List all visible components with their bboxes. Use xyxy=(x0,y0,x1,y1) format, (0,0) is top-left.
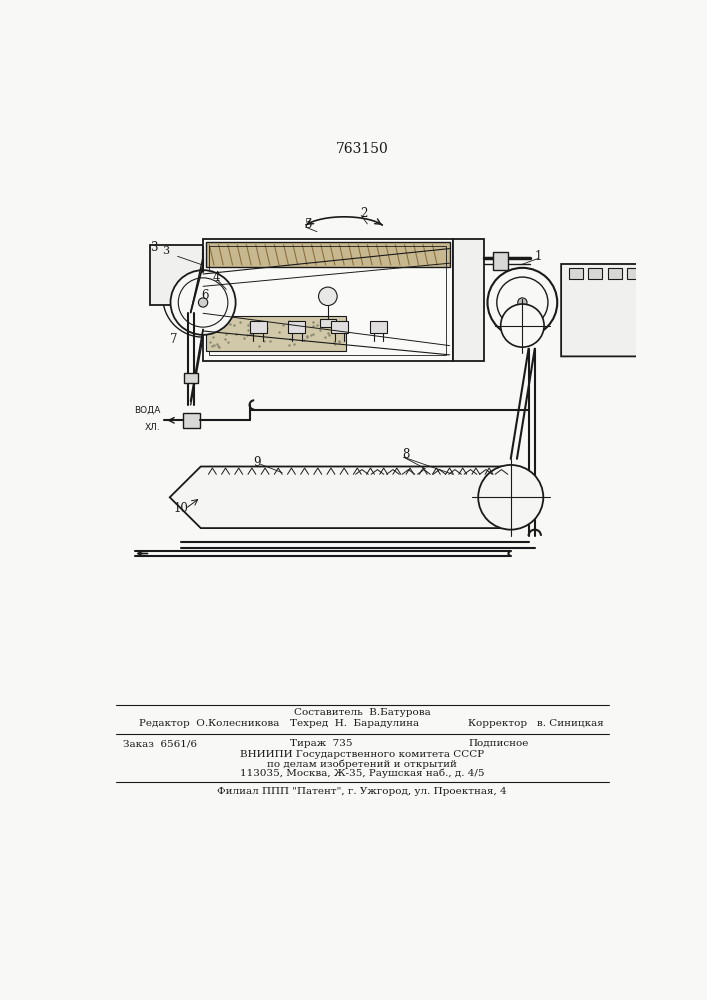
Text: Корректор   в. Синицкая: Корректор в. Синицкая xyxy=(468,719,604,728)
Bar xyxy=(151,245,203,305)
Bar xyxy=(493,252,508,270)
Bar xyxy=(588,268,602,279)
Text: Техред  Н.  Барадулина: Техред Н. Барадулина xyxy=(290,719,419,728)
Text: 763150: 763150 xyxy=(336,142,388,156)
Text: 5: 5 xyxy=(305,218,313,231)
Text: Филиал ППП "Патент", г. Ужгород, ул. Проектная, 4: Филиал ППП "Патент", г. Ужгород, ул. Про… xyxy=(217,787,507,796)
Bar xyxy=(370,321,387,333)
Text: Составитель  В.Батурова: Составитель В.Батурова xyxy=(293,708,431,717)
Bar xyxy=(452,239,484,361)
Text: 10: 10 xyxy=(174,502,189,515)
Bar xyxy=(569,268,583,279)
Circle shape xyxy=(170,270,235,335)
Text: 113035, Москва, Ж-35, Раушская наб., д. 4/5: 113035, Москва, Ж-35, Раушская наб., д. … xyxy=(240,768,484,778)
Bar xyxy=(250,321,267,333)
Text: 8: 8 xyxy=(402,448,410,461)
Polygon shape xyxy=(170,466,507,528)
Text: 7: 7 xyxy=(170,333,177,346)
Bar xyxy=(206,316,346,351)
Bar xyxy=(183,413,200,428)
Circle shape xyxy=(488,268,557,337)
Bar xyxy=(185,373,199,383)
Text: Редактор  О.Колесникова: Редактор О.Колесникова xyxy=(139,719,279,728)
Text: по делам изобретений и открытий: по делам изобретений и открытий xyxy=(267,759,457,769)
Polygon shape xyxy=(561,264,654,356)
Circle shape xyxy=(199,298,208,307)
Circle shape xyxy=(319,287,337,306)
Bar xyxy=(627,268,641,279)
Text: ВОДА: ВОДА xyxy=(134,405,160,414)
Text: Подписное: Подписное xyxy=(468,739,529,748)
Text: 4: 4 xyxy=(213,271,220,284)
Text: ВНИИПИ Государственного комитета СССР: ВНИИПИ Государственного комитета СССР xyxy=(240,750,484,759)
Text: 9: 9 xyxy=(254,456,261,469)
Bar xyxy=(209,246,446,355)
Bar xyxy=(288,321,305,333)
Text: Заказ  6561/6: Заказ 6561/6 xyxy=(123,739,197,748)
Bar xyxy=(203,239,452,361)
Circle shape xyxy=(518,298,527,307)
Bar xyxy=(206,242,450,267)
Text: Тираж  735: Тираж 735 xyxy=(290,739,352,748)
Text: 6: 6 xyxy=(201,289,209,302)
Text: 1: 1 xyxy=(534,250,542,263)
Bar xyxy=(607,268,621,279)
Text: ХЛ.: ХЛ. xyxy=(145,423,160,432)
Circle shape xyxy=(501,304,544,347)
Text: 3: 3 xyxy=(151,241,158,254)
Bar xyxy=(331,321,348,333)
Text: 2: 2 xyxy=(360,207,367,220)
Circle shape xyxy=(478,465,543,530)
Bar xyxy=(320,319,336,327)
Text: 3: 3 xyxy=(162,246,169,256)
